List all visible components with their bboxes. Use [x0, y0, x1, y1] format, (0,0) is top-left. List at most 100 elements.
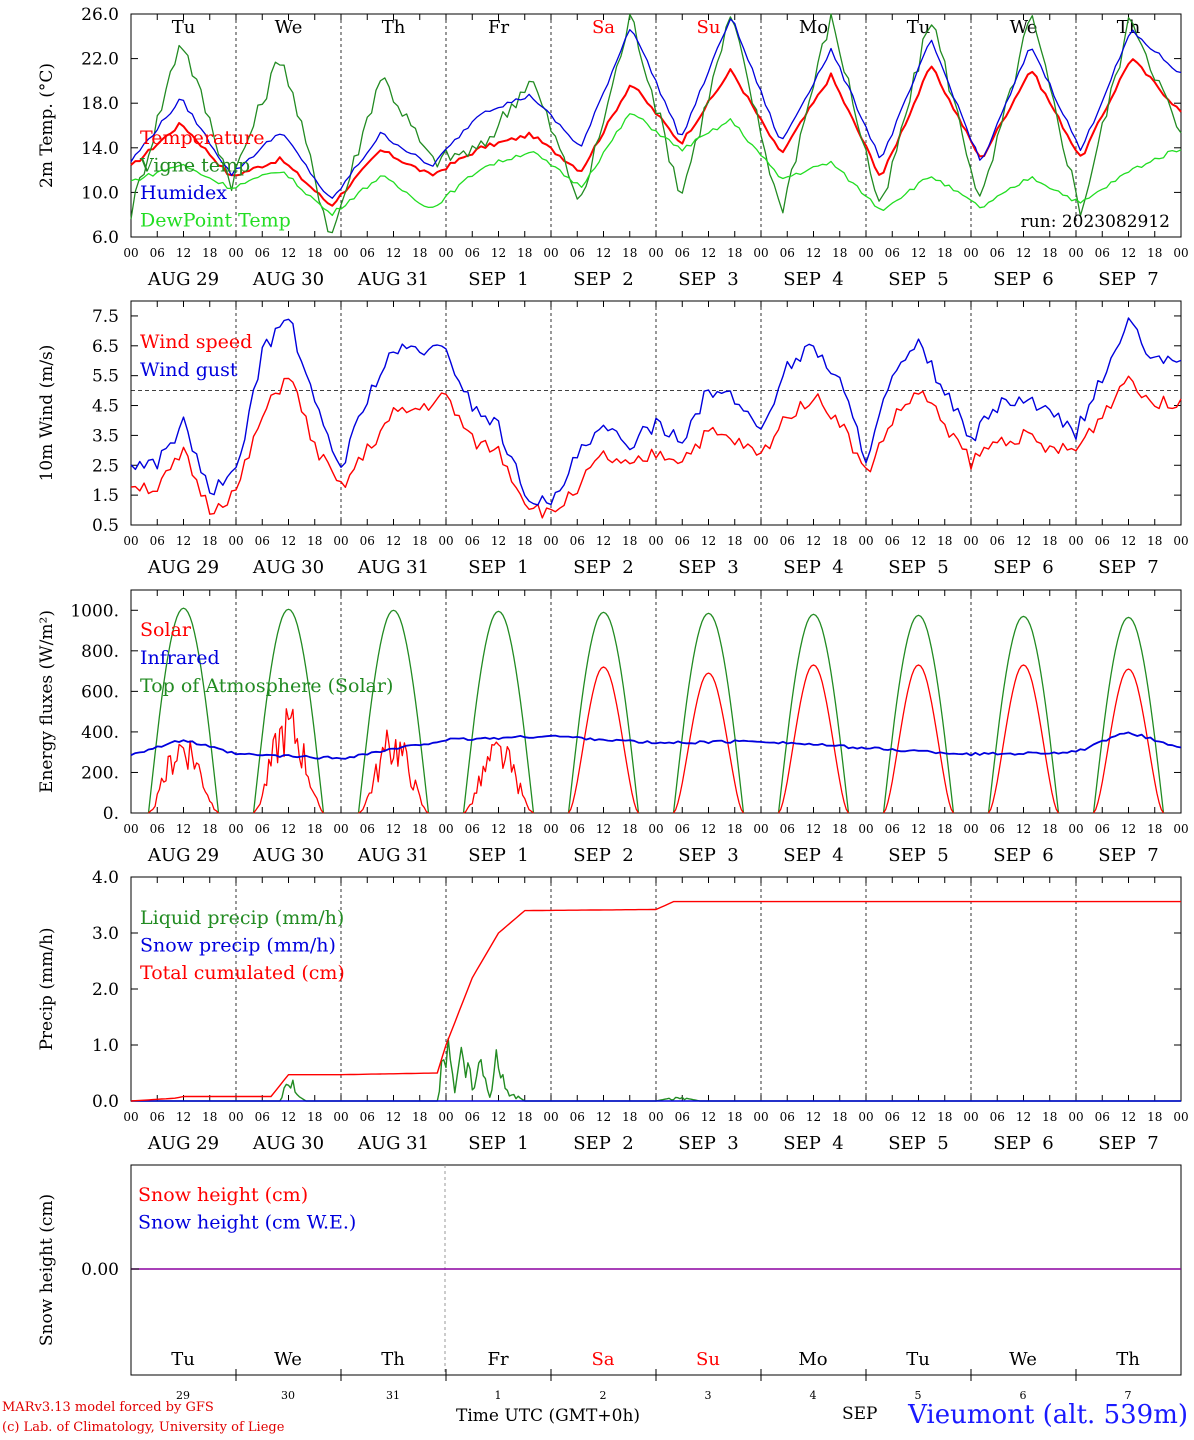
hour-tick-label: 06 — [780, 822, 795, 836]
hour-tick-label: 18 — [517, 534, 532, 548]
hour-tick-label: 00 — [963, 534, 978, 548]
date-label: AUG 29 — [147, 845, 219, 866]
hour-tick-label: 06 — [570, 822, 585, 836]
bottom-weekday-label: Th — [1116, 1349, 1140, 1370]
date-label: SEP 7 — [1098, 1133, 1158, 1154]
y-tick-label: 4.5 — [92, 397, 119, 417]
date-label: SEP 5 — [888, 1133, 948, 1154]
hour-tick-label: 00 — [333, 246, 348, 260]
bottom-day-number: 7 — [1125, 1389, 1132, 1402]
hour-tick-label: 06 — [1095, 534, 1110, 548]
y-tick-label: 1000. — [70, 601, 119, 621]
hour-tick-label: 06 — [570, 534, 585, 548]
date-label: AUG 29 — [147, 557, 219, 578]
hour-tick-label: 12 — [806, 534, 821, 548]
hour-tick-label: 18 — [937, 822, 952, 836]
bottom-day-number: 31 — [386, 1389, 400, 1402]
hour-tick-label: 18 — [1147, 1110, 1162, 1124]
y-tick-label: 200. — [81, 763, 119, 783]
y-axis-label: 10m Wind (m/s) — [37, 345, 57, 482]
hour-tick-label: 06 — [360, 246, 375, 260]
hour-tick-label: 06 — [675, 822, 690, 836]
toa-solar-curve — [777, 613, 850, 814]
hour-tick-label: 12 — [1016, 1110, 1031, 1124]
hour-tick-label: 18 — [937, 1110, 952, 1124]
y-tick-label: 22.0 — [81, 50, 119, 70]
hour-tick-label: 12 — [491, 822, 506, 836]
hour-tick-label: 00 — [1173, 822, 1188, 836]
hour-tick-label: 18 — [202, 822, 217, 836]
hour-tick-label: 18 — [202, 246, 217, 260]
model-credit: MARv3.13 model forced by GFS — [2, 1400, 214, 1415]
hour-tick-label: 12 — [596, 1110, 611, 1124]
hour-tick-label: 00 — [753, 822, 768, 836]
date-label: AUG 30 — [252, 845, 324, 866]
solar-curve — [358, 729, 429, 814]
solar-curve — [882, 664, 955, 814]
bottom-weekday-label: Th — [381, 1349, 405, 1370]
date-label: SEP 7 — [1098, 845, 1158, 866]
hour-tick-label: 18 — [622, 534, 637, 548]
hour-tick-label: 06 — [360, 822, 375, 836]
solar-curve — [987, 664, 1060, 814]
hour-tick-label: 06 — [570, 246, 585, 260]
toa-solar-curve — [252, 608, 325, 814]
hour-tick-label: 12 — [281, 246, 296, 260]
y-tick-label: 1.5 — [92, 486, 119, 506]
y-tick-label: 14.0 — [81, 139, 119, 159]
date-label: SEP 6 — [993, 1133, 1053, 1154]
hour-tick-label: 06 — [990, 822, 1005, 836]
date-label: AUG 29 — [147, 1133, 219, 1154]
hour-tick-label: 06 — [990, 534, 1005, 548]
bottom-day-number: 2 — [600, 1389, 607, 1402]
wind-series-wind-speed — [130, 375, 1182, 519]
y-axis-label: Energy fluxes (W/m²) — [37, 610, 57, 793]
toa-solar-curve — [672, 612, 745, 814]
hour-tick-label: 00 — [1173, 246, 1188, 260]
date-label: SEP 2 — [573, 845, 633, 866]
hour-tick-label: 18 — [937, 246, 952, 260]
hour-tick-label: 06 — [150, 534, 165, 548]
bottom-day-number: 3 — [705, 1389, 712, 1402]
hour-tick-label: 18 — [727, 534, 742, 548]
date-label: AUG 31 — [357, 845, 429, 866]
y-tick-label: 0.5 — [92, 516, 119, 536]
date-label: SEP 2 — [573, 557, 633, 578]
weekday-label: We — [275, 17, 303, 38]
date-label: SEP 4 — [783, 1133, 843, 1154]
hour-tick-label: 00 — [963, 822, 978, 836]
hour-tick-label: 00 — [438, 246, 453, 260]
hour-tick-label: 18 — [937, 534, 952, 548]
panel-3-frame — [130, 589, 1182, 814]
hour-tick-label: 12 — [701, 246, 716, 260]
weekday-label: Tu — [907, 17, 931, 38]
hour-tick-label: 18 — [832, 822, 847, 836]
hour-tick-label: 00 — [1068, 1110, 1083, 1124]
y-tick-label: 0.0 — [92, 1092, 119, 1112]
panel-2-frame — [130, 300, 1182, 526]
hour-tick-label: 00 — [333, 534, 348, 548]
y-tick-label: 6.5 — [92, 337, 119, 357]
solar-curve — [148, 740, 219, 814]
hour-tick-label: 12 — [911, 246, 926, 260]
bottom-day-number: 1 — [495, 1389, 502, 1402]
hour-tick-label: 00 — [858, 822, 873, 836]
solar-curve — [252, 708, 325, 814]
hour-tick-label: 12 — [806, 246, 821, 260]
hour-tick-label: 12 — [806, 1110, 821, 1124]
hour-tick-label: 00 — [123, 1110, 138, 1124]
hour-tick-label: 12 — [491, 1110, 506, 1124]
hour-tick-label: 00 — [228, 822, 243, 836]
date-label: AUG 31 — [357, 269, 429, 290]
y-tick-label: 5.5 — [92, 367, 119, 387]
y-tick-label: 600. — [81, 682, 119, 702]
date-label: SEP 6 — [993, 269, 1053, 290]
hour-tick-label: 18 — [307, 1110, 322, 1124]
y-tick-label: 2.5 — [92, 456, 119, 476]
hour-tick-label: 18 — [727, 1110, 742, 1124]
solar-curve — [777, 664, 850, 814]
hour-tick-label: 18 — [1147, 534, 1162, 548]
hour-tick-label: 12 — [176, 534, 191, 548]
hour-tick-label: 12 — [806, 822, 821, 836]
hour-tick-label: 06 — [570, 1110, 585, 1124]
